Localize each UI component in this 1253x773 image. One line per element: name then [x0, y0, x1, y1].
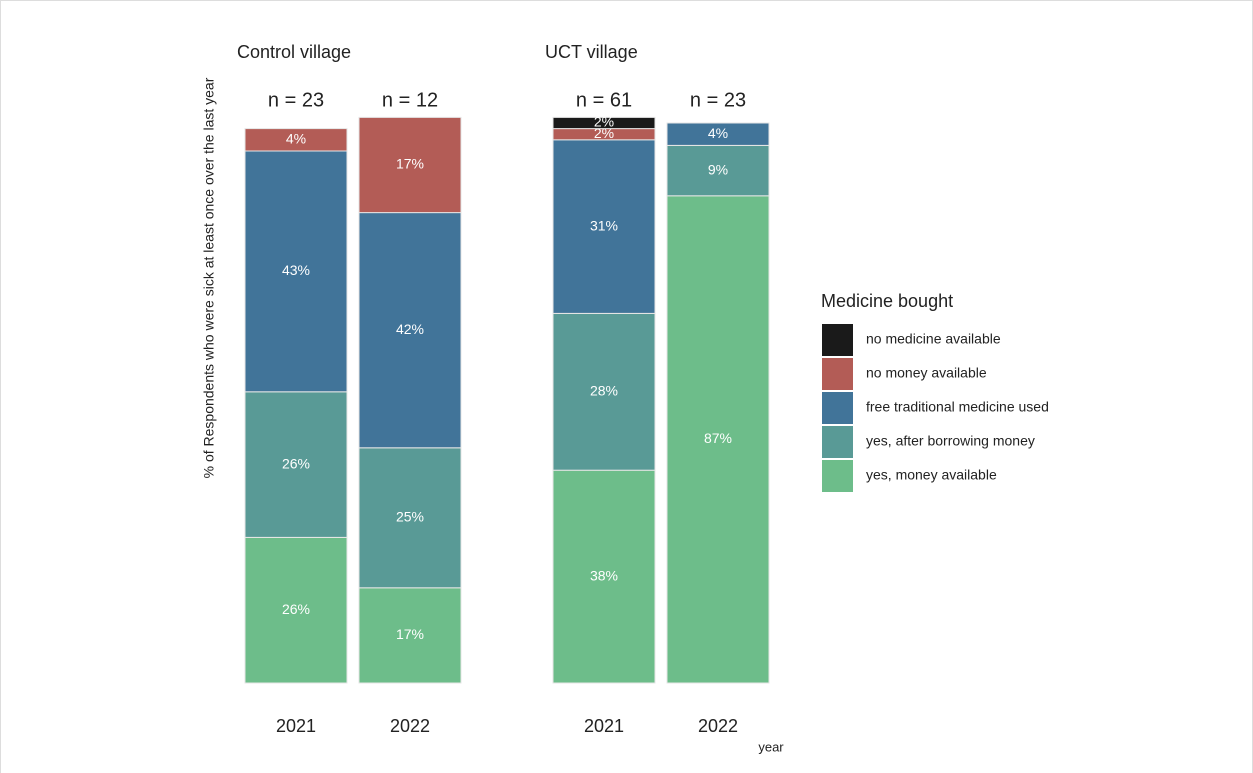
n-label: n = 12	[382, 89, 438, 111]
bar-segment	[244, 391, 348, 538]
legend-label: no money available	[866, 365, 987, 381]
value-label: 17%	[396, 156, 424, 172]
legend-label: no medicine available	[866, 331, 1001, 347]
bar-segment	[244, 128, 348, 152]
value-label: 26%	[282, 601, 310, 617]
legend-swatch	[822, 324, 853, 356]
legend-swatch	[822, 358, 853, 390]
panel-title: Control village	[237, 42, 351, 62]
legend-swatch	[822, 460, 853, 492]
bar-segment	[666, 122, 770, 146]
value-label: 42%	[396, 321, 424, 337]
value-label: 4%	[708, 125, 728, 141]
bar-segment	[358, 447, 462, 589]
value-label: 38%	[590, 567, 618, 583]
n-label: n = 61	[576, 89, 632, 111]
value-label: 2%	[594, 114, 614, 130]
bar-segment	[358, 587, 462, 684]
bar-segment	[552, 312, 656, 471]
value-label: 87%	[704, 430, 732, 446]
panel-title: UCT village	[545, 42, 638, 62]
value-label: 28%	[590, 383, 618, 399]
legend-label: free traditional medicine used	[866, 399, 1049, 415]
value-label: 4%	[286, 131, 306, 147]
y-axis-label: % of Respondents who were sick at least …	[201, 77, 217, 478]
x-tick-label: 2022	[390, 716, 430, 736]
value-label: 26%	[282, 455, 310, 471]
bar-segment	[358, 212, 462, 449]
n-label: n = 23	[690, 89, 746, 111]
value-label: 9%	[708, 161, 728, 177]
bar-segment	[244, 536, 348, 684]
value-label: 17%	[396, 626, 424, 642]
x-axis-label: year	[758, 739, 784, 754]
value-label: 25%	[396, 509, 424, 525]
bar-segment	[358, 116, 462, 214]
value-label: 43%	[282, 262, 310, 278]
value-label: 31%	[590, 217, 618, 233]
x-tick-label: 2021	[584, 716, 624, 736]
x-tick-label: 2022	[698, 716, 738, 736]
legend-label: yes, money available	[866, 467, 997, 483]
legend-swatch	[822, 392, 853, 424]
legend-swatch	[822, 426, 853, 458]
bar-segment	[666, 144, 770, 197]
legend-label: yes, after borrowing money	[866, 433, 1035, 449]
legend-title: Medicine bought	[821, 291, 953, 311]
x-tick-label: 2021	[276, 716, 316, 736]
bar-segment	[244, 150, 348, 393]
bar-segment	[552, 116, 656, 130]
n-label: n = 23	[268, 89, 324, 111]
bar-segment	[666, 195, 770, 684]
bar-segment	[552, 469, 656, 684]
